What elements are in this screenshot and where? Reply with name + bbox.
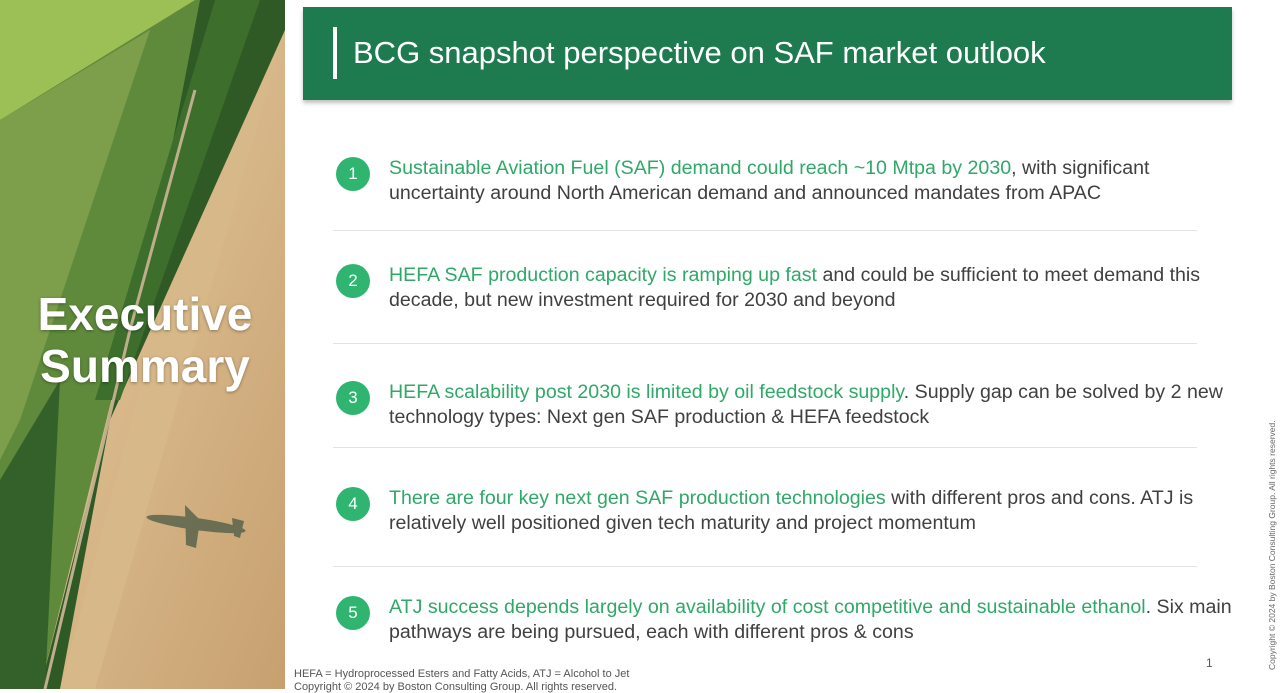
item-number: 3 xyxy=(336,381,370,415)
side-copyright: Copyright © 2024 by Boston Consulting Gr… xyxy=(1267,420,1277,670)
separator xyxy=(333,343,1197,344)
item-number: 1 xyxy=(336,157,370,191)
item-text: Sustainable Aviation Fuel (SAF) demand c… xyxy=(389,156,1234,206)
header: BCG snapshot perspective on SAF market o… xyxy=(303,7,1232,100)
item-text: HEFA SAF production capacity is ramping … xyxy=(389,263,1234,313)
item-highlight: ATJ success depends largely on availabil… xyxy=(389,596,1146,618)
item-highlight: HEFA scalability post 2030 is limited by… xyxy=(389,381,904,403)
separator xyxy=(333,230,1197,231)
item-body: . Supply gap can be solved by 2 new tech… xyxy=(389,381,1223,428)
header-accent xyxy=(333,27,337,79)
sidebar-title-line: Executive xyxy=(37,288,253,340)
item-body: . Six main pathways are being pursued, e… xyxy=(389,596,1232,643)
item-body: with different pros and cons. ATJ is rel… xyxy=(389,487,1194,534)
sidebar-image xyxy=(0,0,285,689)
copyright: Copyright © 2024 by Boston Consulting Gr… xyxy=(294,681,617,693)
item-body: , with significant uncertainty around No… xyxy=(389,157,1150,204)
item-number: 5 xyxy=(336,596,370,630)
item-highlight: HEFA SAF production capacity is ramping … xyxy=(389,264,818,286)
item-highlight: Sustainable Aviation Fuel (SAF) demand c… xyxy=(389,157,1012,179)
item-body: and could be sufficient to meet demand t… xyxy=(389,264,1201,311)
separator xyxy=(333,447,1197,448)
item-text: ATJ success depends largely on availabil… xyxy=(389,595,1234,645)
header-title: BCG snapshot perspective on SAF market o… xyxy=(353,35,1046,70)
item-text: There are four key next gen SAF producti… xyxy=(389,486,1234,536)
page-number: 1 xyxy=(1206,656,1213,670)
footnote: HEFA = Hydroprocessed Esters and Fatty A… xyxy=(294,668,630,680)
item-number: 2 xyxy=(336,264,370,298)
item-number: 4 xyxy=(336,487,370,521)
sidebar-title: Executive Summary xyxy=(0,288,290,392)
sidebar-title-line: Summary xyxy=(40,340,250,392)
separator xyxy=(333,566,1197,567)
item-highlight: There are four key next gen SAF producti… xyxy=(389,487,886,509)
item-text: HEFA scalability post 2030 is limited by… xyxy=(389,380,1234,430)
